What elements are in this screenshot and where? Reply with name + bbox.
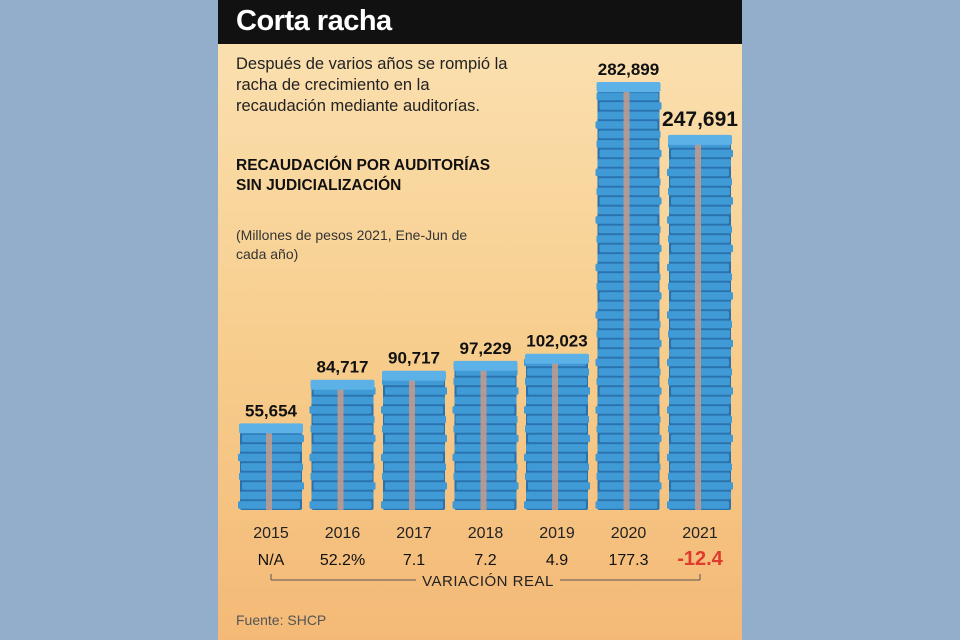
chart-subtitle: RECAUDACIÓN POR AUDITORÍAS SIN JUDICIALI… <box>236 157 491 194</box>
variation-2020: 177.3 <box>608 552 648 569</box>
variation-title: VARIACIÓN REAL <box>422 573 554 590</box>
value-label-2020: 282,899 <box>598 60 659 79</box>
bar-2016 <box>309 379 376 510</box>
bar-2019 <box>524 353 590 510</box>
year-label-2020: 2020 <box>611 525 647 542</box>
year-label-2016: 2016 <box>325 525 361 542</box>
value-label-2016: 84,717 <box>317 358 369 377</box>
year-label-2015: 2015 <box>253 525 289 542</box>
year-label-2017: 2017 <box>396 525 432 542</box>
bar-2017 <box>381 370 447 510</box>
value-label-2015: 55,654 <box>245 401 298 420</box>
source-note: Fuente: SHCP <box>236 612 327 628</box>
infographic-card: Corta racha Después de varios años se ro… <box>218 0 742 640</box>
bar-2015 <box>238 423 304 510</box>
bar-2021 <box>667 134 733 511</box>
variation-2019: 4.9 <box>546 552 568 569</box>
year-label-2019: 2019 <box>539 525 575 542</box>
value-label-2021: 247,691 <box>662 108 738 131</box>
variation-2018: 7.2 <box>474 552 496 569</box>
year-label-2018: 2018 <box>468 525 504 542</box>
value-label-2019: 102,023 <box>526 332 587 351</box>
chart-units: (Millones de pesos 2021, Ene-Jun de cada… <box>236 227 468 262</box>
variation-2016: 52.2% <box>320 552 365 569</box>
bar-2020 <box>595 82 662 510</box>
bar-chart: 55,654 2015 N/A 84,717 2016 52.2% 90,717 2017 7.… <box>238 60 738 590</box>
year-label-2021: 2021 <box>682 525 718 542</box>
variation-2021: -12.4 <box>677 548 723 570</box>
header-bar: Corta racha <box>218 0 742 44</box>
bar-2018 <box>452 360 519 510</box>
value-label-2018: 97,229 <box>460 339 512 358</box>
intro-text: Después de varios años se rompió la rach… <box>236 55 508 115</box>
variation-2015: N/A <box>258 552 285 569</box>
value-label-2017: 90,717 <box>388 349 440 368</box>
variation-2017: 7.1 <box>403 552 425 569</box>
page-title: Corta racha <box>236 5 392 37</box>
